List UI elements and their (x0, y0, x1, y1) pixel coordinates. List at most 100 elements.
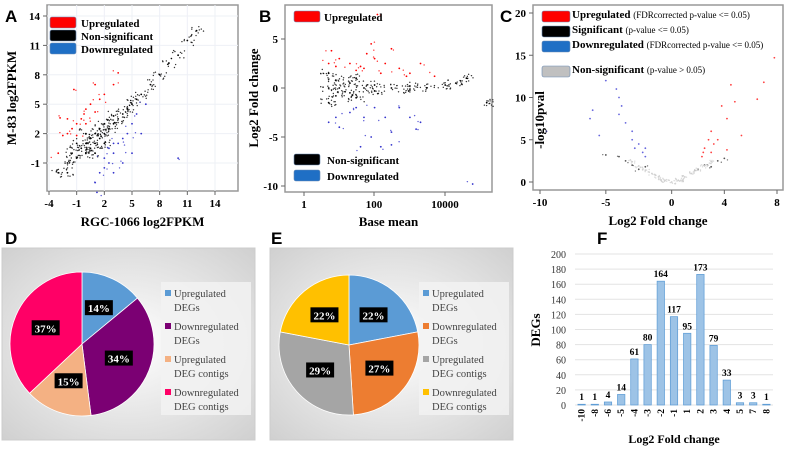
data-point (618, 155, 620, 158)
data-point (112, 122, 115, 125)
data-point (391, 88, 394, 91)
data-label: 79 (709, 334, 719, 344)
data-point (88, 135, 90, 138)
x-tick-label: 2 (696, 409, 706, 414)
y-tick-label: 0 (273, 83, 279, 95)
data-point (355, 106, 358, 109)
data-point (644, 165, 647, 168)
data-point (370, 136, 373, 138)
data-point (413, 88, 415, 90)
data-point (659, 177, 662, 179)
data-point (380, 86, 382, 88)
data-point (70, 152, 72, 154)
data-point (121, 122, 123, 125)
data-point (710, 165, 713, 168)
data-point (349, 92, 351, 94)
data-point (362, 91, 365, 93)
data-point (93, 142, 95, 144)
panel-label-c: C (500, 7, 512, 26)
data-point (92, 128, 94, 131)
data-point (654, 176, 656, 178)
data-point (79, 157, 81, 159)
data-point (726, 117, 728, 120)
data-point (665, 178, 668, 181)
data-point (492, 105, 494, 108)
data-point (107, 131, 110, 133)
data-point (398, 67, 401, 70)
data-point (402, 69, 404, 71)
data-point (636, 166, 638, 168)
legend-label: Downregulated (81, 44, 153, 56)
legend-swatch-non-significant (541, 65, 571, 78)
y-tick-label: 14 (29, 11, 41, 23)
y-tick-label: 2 (35, 129, 41, 141)
data-point (117, 108, 120, 110)
data-point (100, 145, 103, 148)
data-point (372, 93, 374, 96)
data-point (333, 87, 336, 90)
data-point (64, 161, 66, 163)
data-point (83, 119, 85, 121)
data-point (99, 133, 102, 136)
data-point (131, 122, 133, 125)
x-tick-label: 4 (723, 409, 733, 414)
data-point (337, 80, 340, 82)
data-point (188, 36, 190, 38)
data-point (348, 98, 350, 101)
data-point (390, 143, 393, 146)
data-point (130, 102, 132, 104)
data-point (375, 86, 378, 88)
data-label: 4 (606, 391, 611, 401)
data-point (112, 119, 115, 121)
data-point (104, 146, 106, 148)
data-point (417, 128, 419, 131)
data-point (320, 72, 322, 75)
data-point (133, 115, 136, 117)
data-point (379, 83, 381, 86)
y-tick-label: 160 (551, 280, 566, 291)
data-point (362, 80, 365, 82)
data-point (71, 143, 74, 145)
data-point (75, 122, 78, 125)
data-point (710, 162, 712, 165)
legend-label: DEG contigs (174, 369, 229, 380)
data-point (192, 44, 195, 47)
data-point (332, 92, 335, 95)
data-point (89, 143, 92, 146)
data-point (409, 81, 411, 84)
data-point (153, 84, 155, 86)
data-point (373, 80, 376, 82)
data-point (390, 131, 393, 134)
data-point (322, 90, 324, 93)
data-point (382, 148, 384, 151)
data-point (404, 85, 407, 87)
legend-entry-text: Upregulated (FDRcorrected p-value <= 0.0… (572, 10, 782, 21)
data-point (174, 50, 176, 53)
x-tick-label: 11 (182, 198, 192, 210)
data-point (641, 151, 644, 154)
data-point (326, 74, 328, 77)
data-point (101, 131, 104, 134)
data-point (72, 120, 75, 122)
data-point (685, 176, 688, 178)
data-point (489, 100, 491, 102)
data-point (109, 123, 111, 125)
data-point (142, 96, 144, 98)
data-point (128, 104, 131, 107)
y-tick-label: -1 (31, 158, 40, 170)
data-point (334, 88, 337, 91)
data-point (492, 101, 494, 103)
data-point (71, 163, 74, 166)
data-point (95, 144, 97, 147)
y-tick-label: 5 (273, 34, 279, 46)
x-tick-label: -1 (72, 198, 81, 210)
y-tick-label: 60 (556, 356, 566, 367)
data-point (69, 133, 72, 135)
data-point (330, 49, 333, 52)
x-tick-label: 100 (366, 199, 383, 211)
data-label: 1 (764, 393, 769, 403)
data-point (103, 157, 106, 160)
data-point (116, 113, 119, 115)
data-point (168, 62, 170, 65)
data-point (467, 80, 470, 82)
